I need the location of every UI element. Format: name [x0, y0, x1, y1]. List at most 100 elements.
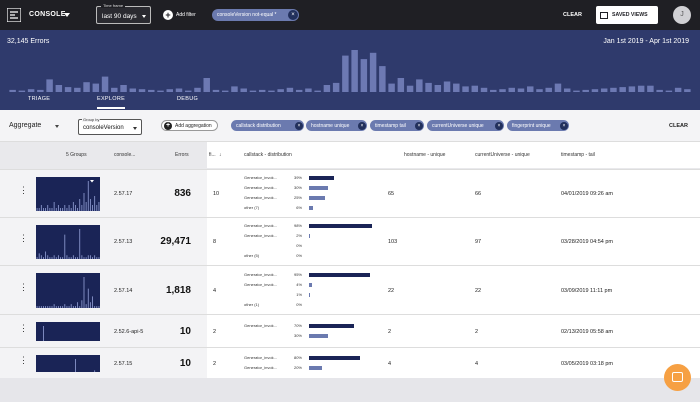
histogram-bar: [332, 82, 340, 92]
aggregation-chip[interactable]: timestamp tail ×: [370, 120, 424, 131]
table-row[interactable]: ⋮ 2.52.6-api-5 10 2 Generator_invok... 70% 30%…: [0, 314, 700, 347]
chat-launcher-button[interactable]: [664, 364, 691, 391]
app-switcher-chevron-icon[interactable]: [64, 13, 70, 17]
row-sparkline[interactable]: [36, 355, 100, 372]
close-icon[interactable]: ×: [495, 121, 503, 130]
aggregation-chip[interactable]: callstack distribution ×: [231, 120, 304, 131]
avatar[interactable]: J: [673, 6, 691, 24]
histogram-bar: [416, 79, 423, 92]
group-by-select[interactable]: Group by consoleVersion: [78, 117, 142, 135]
column-callstack[interactable]: callstack - distribution: [244, 152, 292, 158]
histogram-bar: [175, 88, 183, 92]
spark-bar: [77, 302, 79, 308]
close-icon[interactable]: ×: [560, 121, 568, 130]
spark-bar: [36, 306, 38, 308]
spark-bar: [83, 277, 85, 308]
aggregation-chip[interactable]: currentUniverse unique ×: [427, 120, 504, 131]
histogram-bar: [406, 85, 414, 92]
dist-label: Generator_invok...: [244, 281, 277, 287]
row-sparkline[interactable]: [36, 177, 100, 211]
timeframe-select[interactable]: Time frame last 90 days: [96, 3, 151, 24]
row-menu-icon[interactable]: ⋮: [19, 322, 28, 333]
spark-bar: [68, 205, 70, 211]
dist-percent: 0%: [296, 301, 302, 307]
spark-bar: [70, 304, 72, 308]
spark-bar: [87, 181, 89, 211]
histogram-bar: [351, 50, 358, 92]
row-menu-icon[interactable]: ⋮: [19, 185, 28, 195]
dist-bar: [309, 206, 313, 210]
histogram-bar: [628, 86, 636, 92]
histogram-bar: [157, 90, 164, 92]
spark-bar: [40, 306, 42, 308]
clear-filters-button[interactable]: CLEAR: [563, 12, 582, 18]
row-menu-icon[interactable]: ⋮: [19, 233, 28, 243]
histogram-bar: [453, 83, 460, 92]
spark-bar: [70, 208, 72, 211]
plus-icon: +: [163, 10, 173, 20]
spark-bar: [49, 257, 51, 259]
chevron-down-icon[interactable]: [55, 125, 59, 128]
spark-bar: [43, 257, 44, 259]
aggregate-select[interactable]: Aggregate: [9, 122, 42, 129]
histogram-bar: [92, 83, 100, 92]
row-timestamp-tail: 03/09/2019 11:11 pm: [561, 287, 613, 294]
dist-percent: 80%: [293, 354, 302, 360]
close-icon[interactable]: ×: [415, 121, 423, 130]
filter-chip[interactable]: consoleVersion not-equal * ×: [212, 9, 299, 21]
column-errors[interactable]: Errors: [175, 152, 189, 158]
dist-percent: 2%: [296, 233, 302, 238]
column-f[interactable]: fi...: [209, 152, 216, 158]
spark-bar: [92, 205, 93, 211]
tab-triage[interactable]: TRIAGE: [28, 96, 51, 102]
spark-bar: [43, 326, 44, 341]
histogram-bar: [647, 85, 654, 92]
spark-bar: [77, 208, 79, 211]
histogram-bar: [545, 87, 552, 92]
sort-down-icon[interactable]: ↓: [219, 152, 222, 158]
histogram-bar: [9, 89, 16, 92]
table-row[interactable]: ⋮ 2.57.15 10 2 Generator_invok... 80% Generato…: [0, 347, 700, 378]
row-sparkline[interactable]: [36, 322, 100, 341]
close-icon[interactable]: ×: [288, 10, 298, 20]
spark-bar: [60, 306, 61, 308]
tab-debug[interactable]: DEBUG: [177, 96, 199, 102]
spark-menu-caret-icon[interactable]: [90, 180, 94, 183]
column-hostname[interactable]: hostname - unique: [404, 152, 446, 158]
spark-bar: [55, 208, 57, 211]
spark-bar: [66, 306, 68, 308]
spark-bar: [89, 199, 91, 211]
add-filter-button[interactable]: + Add filter: [163, 8, 196, 22]
column-timestamp[interactable]: timestamp - tail: [561, 152, 595, 158]
dist-percent: 4%: [296, 281, 302, 287]
add-aggregation-button[interactable]: + Add aggregation: [161, 120, 218, 131]
close-icon[interactable]: ×: [295, 121, 303, 130]
spark-bar: [49, 208, 51, 211]
aggregation-chip[interactable]: hostname unique ×: [306, 120, 367, 131]
spark-bar: [51, 208, 53, 211]
row-menu-icon[interactable]: ⋮: [19, 354, 28, 365]
table-row[interactable]: ⋮ 2.57.17 836 10 Generator_invok... 39% Genera…: [0, 169, 700, 217]
spark-bar: [96, 257, 98, 259]
spark-bar: [79, 229, 81, 259]
saved-views-label: SAVED VIEWS: [612, 12, 648, 18]
timeframe-label: Time frame: [101, 3, 126, 8]
row-sparkline[interactable]: [36, 273, 100, 308]
histogram-bar: [148, 89, 155, 92]
clear-aggregations-button[interactable]: CLEAR: [669, 123, 688, 129]
row-sparkline[interactable]: [36, 225, 100, 259]
dist-label: other (7): [244, 205, 260, 210]
histogram-bar: [323, 85, 331, 92]
app-logo-icon[interactable]: [7, 8, 21, 22]
close-icon[interactable]: ×: [358, 121, 366, 130]
tab-explore[interactable]: EXPLORE: [97, 96, 126, 109]
row-menu-icon[interactable]: ⋮: [19, 281, 28, 292]
table-row[interactable]: ⋮ 2.57.14 1,818 4 Generator_invok... 95% Gener…: [0, 265, 700, 314]
saved-views-button[interactable]: SAVED VIEWS: [596, 6, 658, 24]
table-row[interactable]: ⋮ 2.57.13 29,471 8 Generator_invok... 98% Gene…: [0, 217, 700, 265]
histogram-bar: [221, 90, 229, 92]
column-universe[interactable]: currentUniverse - unique: [475, 152, 530, 158]
aggregation-chip[interactable]: fingerprint unique ×: [507, 120, 569, 131]
app-name[interactable]: CONSOLE: [29, 11, 66, 18]
column-version[interactable]: console...: [114, 152, 136, 158]
